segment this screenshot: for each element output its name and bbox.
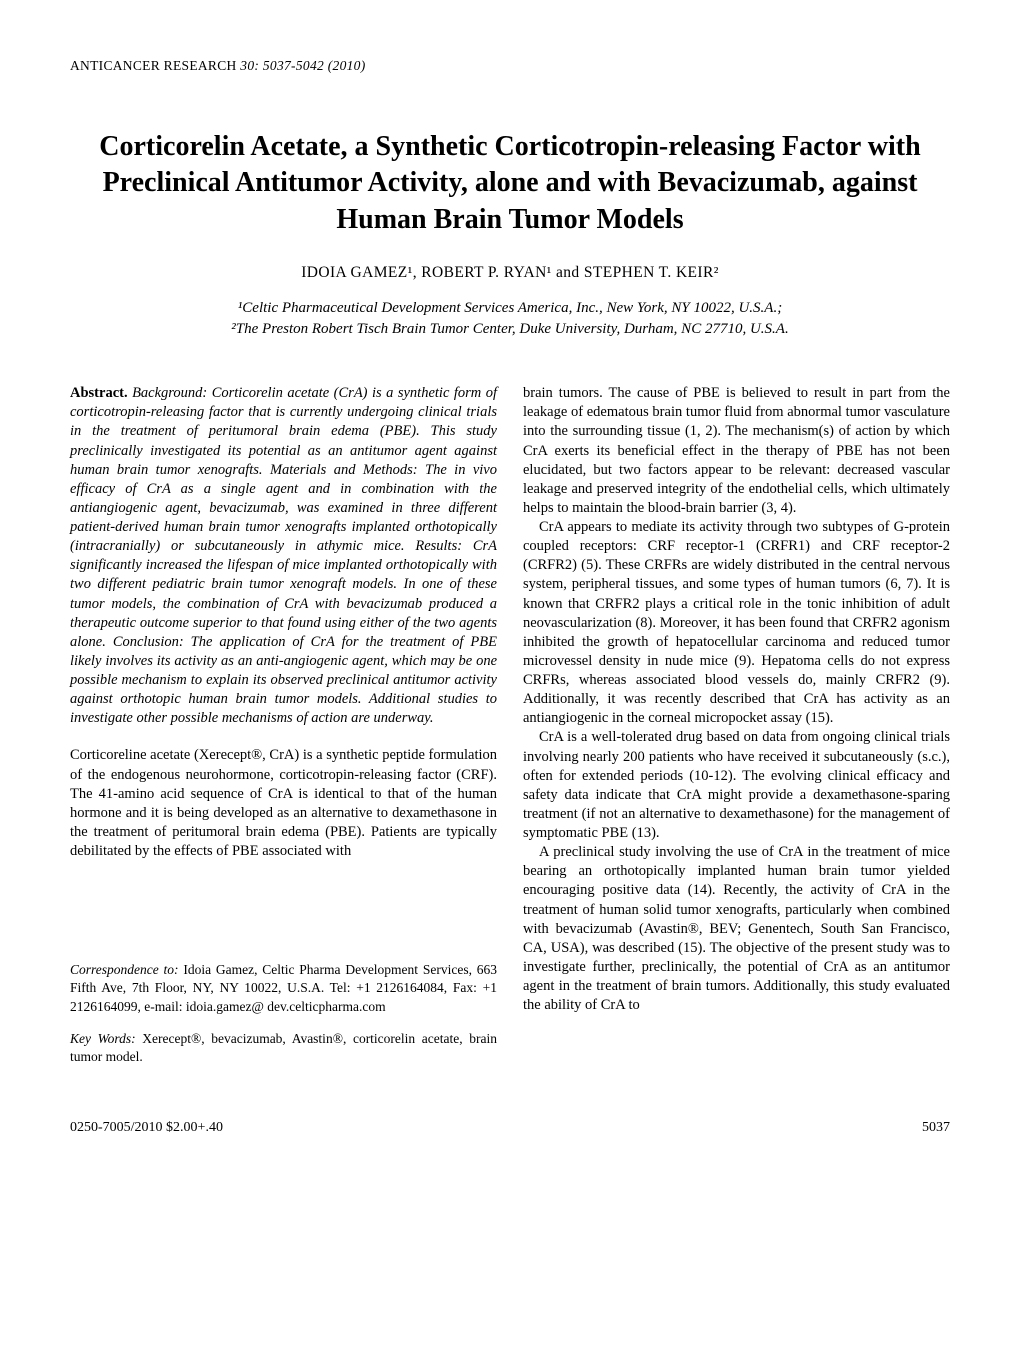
two-column-layout: Abstract. Background: Corticorelin aceta… [70,384,950,1080]
right-column: brain tumors. The cause of PBE is believ… [523,384,950,1080]
abstract-label: Abstract. [70,385,128,401]
authors: IDOIA GAMEZ¹, ROBERT P. RYAN¹ and STEPHE… [70,264,950,282]
footnote-block: Correspondence to: Idoia Gamez, Celtic P… [70,961,497,1066]
abstract-block: Abstract. Background: Corticorelin aceta… [70,384,497,728]
volume-pages-text: 30: 5037-5042 (2010) [240,58,365,73]
keywords: Key Words: Xerecept®, bevacizumab, Avast… [70,1030,497,1066]
correspondence: Correspondence to: Idoia Gamez, Celtic P… [70,961,497,1016]
intro-para-1: Corticoreline acetate (Xerecept®, CrA) i… [70,746,497,861]
page-footer: 0250-7005/2010 $2.00+.40 5037 [70,1120,950,1136]
abstract-text: Background: Corticorelin acetate (CrA) i… [70,385,497,726]
page: ANTICANCER RESEARCH 30: 5037-5042 (2010)… [0,0,1020,1186]
running-header: ANTICANCER RESEARCH 30: 5037-5042 (2010) [70,58,950,74]
page-number: 5037 [922,1120,950,1136]
affiliation-2: ²The Preston Robert Tisch Brain Tumor Ce… [70,319,950,340]
col2-para-1: brain tumors. The cause of PBE is believ… [523,384,950,518]
col2-para-4: A preclinical study involving the use of… [523,843,950,1015]
col2-para-3: CrA is a well-tolerated drug based on da… [523,728,950,843]
abstract-para: Abstract. Background: Corticorelin aceta… [70,384,497,728]
journal-name: ANTICANCER RESEARCH [70,58,237,73]
keywords-label: Key Words: [70,1031,136,1046]
correspondence-label: Correspondence to: [70,962,179,977]
affiliations: ¹Celtic Pharmaceutical Development Servi… [70,298,950,340]
footer-left: 0250-7005/2010 $2.00+.40 [70,1120,223,1136]
intro-block: Corticoreline acetate (Xerecept®, CrA) i… [70,746,497,861]
col2-para-2: CrA appears to mediate its activity thro… [523,518,950,728]
left-column: Abstract. Background: Corticorelin aceta… [70,384,497,1080]
article-title: Corticorelin Acetate, a Synthetic Cortic… [80,129,940,238]
affiliation-1: ¹Celtic Pharmaceutical Development Servi… [70,298,950,319]
